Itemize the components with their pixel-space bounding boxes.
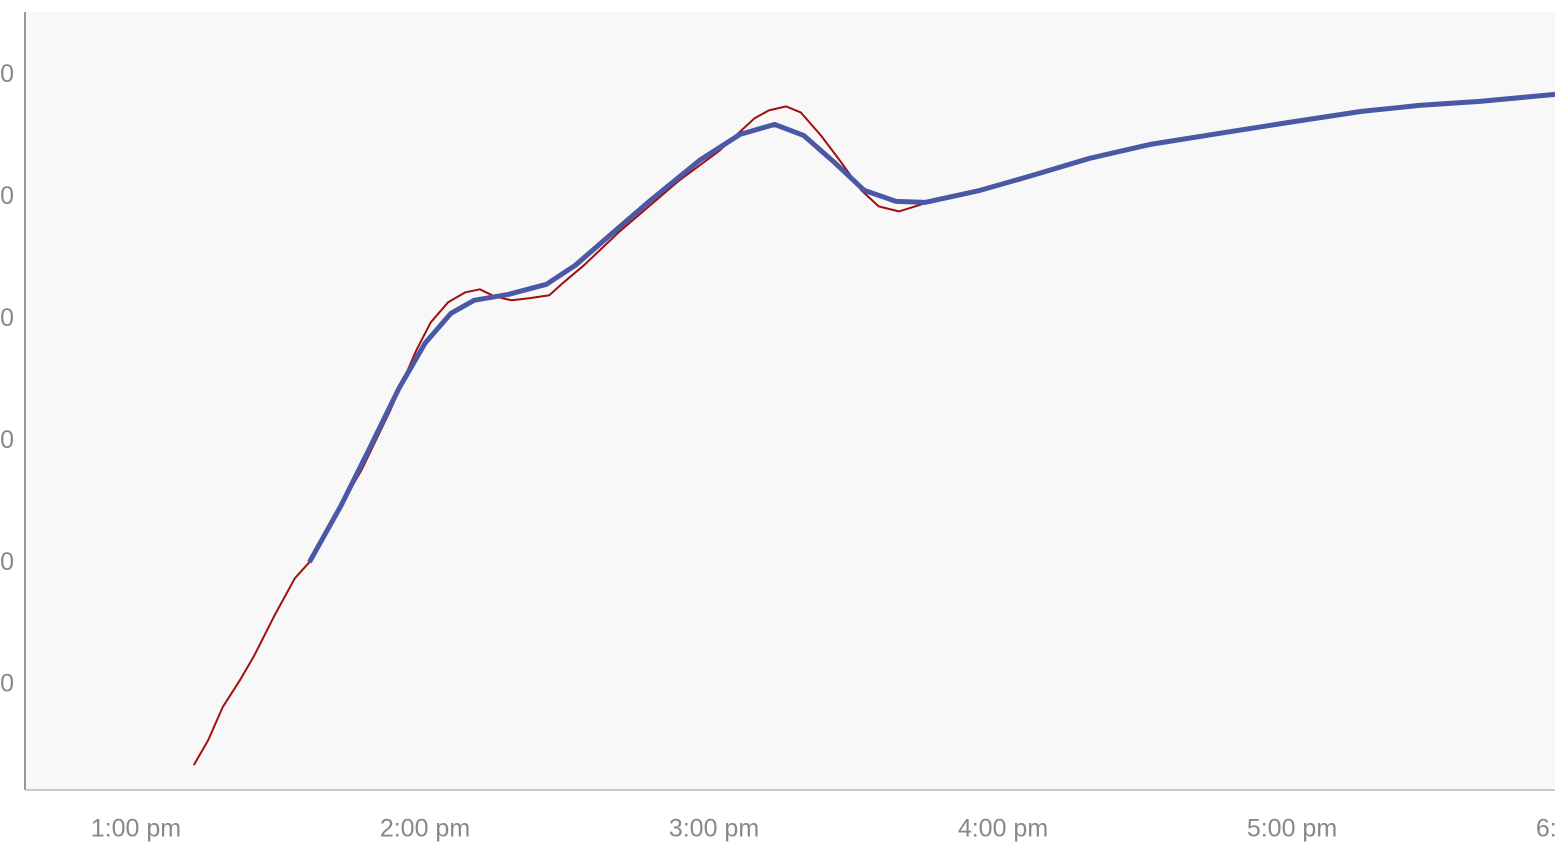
plot-background — [25, 12, 1555, 790]
series-line — [307, 91, 1555, 564]
y-tick-label: 0 — [0, 182, 14, 210]
x-tick-label: 3:00 pm — [669, 815, 759, 843]
x-tick-label: 4:00 pm — [958, 815, 1048, 843]
x-tick-label: 2:00 pm — [380, 815, 470, 843]
y-tick-label: 0 — [0, 548, 14, 576]
x-tick-label: 5:00 pm — [1247, 815, 1337, 843]
y-tick-label: 0 — [0, 670, 14, 698]
x-tick-label: 1:00 pm — [91, 815, 181, 843]
y-tick-label: 0 — [0, 426, 14, 454]
series-line — [192, 105, 926, 766]
y-tick-label: 0 — [0, 304, 14, 332]
y-tick-label: 0 — [0, 60, 14, 88]
x-tick-label: 6:00 pm — [1536, 815, 1555, 843]
